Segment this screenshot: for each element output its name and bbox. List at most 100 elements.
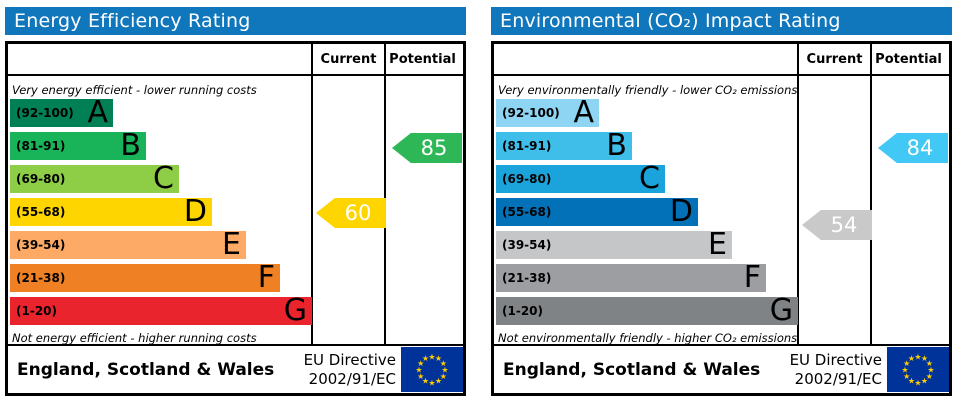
band-range-label: (81-91)	[16, 139, 66, 153]
potential-column	[872, 76, 945, 344]
environmental-impact-panel: Environmental (CO₂) Impact Rating Curren…	[491, 7, 952, 396]
band-chart-area: Very environmentally friendly - lower CO…	[494, 76, 799, 345]
svg-text:★: ★	[415, 365, 422, 374]
potential-column	[386, 76, 459, 344]
band-row-d: (55-68) D	[496, 194, 698, 229]
band-letter: E	[708, 227, 727, 262]
band-letter: E	[222, 227, 241, 262]
header-spacer-cell	[494, 44, 799, 74]
band-range-label: (69-80)	[502, 172, 552, 186]
band-row-c: (69-80) C	[10, 161, 179, 196]
band-range-label: (1-20)	[502, 304, 543, 318]
band-range-label: (39-54)	[502, 238, 552, 252]
band-row-b: (81-91) B	[10, 128, 146, 163]
band-row-f: (21-38) F	[10, 260, 280, 295]
band-range-label: (1-20)	[16, 304, 57, 318]
band-range-label: (92-100)	[502, 106, 560, 120]
band-range-label: (55-68)	[16, 205, 66, 219]
bottom-caption: Not environmentally friendly - higher CO…	[498, 331, 798, 345]
svg-text:★: ★	[927, 365, 934, 374]
band-letter: C	[153, 161, 174, 196]
table-header-row: Current Potential	[494, 44, 949, 76]
potential-column-header: Potential	[389, 51, 456, 67]
rating-scale-body: Very energy efficient - lower running co…	[8, 76, 463, 345]
svg-text:★: ★	[901, 365, 908, 374]
eu-directive-line1: EU Directive	[303, 350, 396, 369]
svg-text:★: ★	[422, 377, 429, 386]
band-range-label: (21-38)	[502, 271, 552, 285]
bottom-caption: Not energy efficient - higher running co…	[12, 331, 257, 345]
band-letter: C	[639, 161, 660, 196]
band-range-label: (92-100)	[16, 106, 74, 120]
svg-text:★: ★	[435, 354, 442, 363]
region-label: England, Scotland & Wales	[17, 359, 275, 380]
svg-text:★: ★	[908, 354, 915, 363]
eu-directive-line1: EU Directive	[789, 350, 882, 369]
svg-text:★: ★	[422, 354, 429, 363]
eu-flag-icon: ★ ★★ ★★★ ★★★ ★★★	[401, 347, 463, 392]
energy-efficiency-panel: Energy Efficiency Rating Current Potenti…	[5, 7, 466, 396]
svg-text:★: ★	[417, 359, 424, 368]
band-range-label: (21-38)	[16, 271, 66, 285]
eu-directive-line2: 2002/91/EC	[308, 369, 396, 388]
band-row-a: (92-100) A	[10, 95, 113, 130]
band-row-e: (39-54) E	[10, 227, 246, 262]
svg-text:★: ★	[903, 359, 910, 368]
eu-directive-label: EU Directive 2002/91/EC	[790, 351, 887, 389]
header-spacer-cell	[8, 44, 313, 74]
svg-text:★: ★	[914, 352, 921, 361]
svg-text:★: ★	[903, 372, 910, 381]
band-letter: D	[183, 194, 207, 229]
band-letter: B	[120, 128, 141, 163]
table-header-row: Current Potential	[8, 44, 463, 76]
band-row-f: (21-38) F	[496, 260, 766, 295]
band-range-label: (81-91)	[502, 139, 552, 153]
svg-text:★: ★	[440, 372, 447, 381]
band-row-d: (55-68) D	[10, 194, 212, 229]
band-row-g: (1-20) G	[496, 293, 798, 328]
energy-rating-table: Current Potential Very energy efficient …	[5, 41, 466, 396]
table-footer: England, Scotland & Wales EU Directive 2…	[8, 344, 463, 393]
svg-text:★: ★	[428, 352, 435, 361]
panel-title: Environmental (CO₂) Impact Rating	[491, 7, 952, 35]
svg-text:★: ★	[921, 377, 928, 386]
band-letter: B	[606, 128, 627, 163]
svg-text:★: ★	[908, 377, 915, 386]
environmental-rating-table: Current Potential Very environmentally f…	[491, 41, 952, 396]
panel-title: Energy Efficiency Rating	[5, 7, 466, 35]
band-letter: G	[283, 293, 307, 328]
band-row-c: (69-80) C	[496, 161, 665, 196]
band-row-e: (39-54) E	[496, 227, 732, 262]
eu-flag-icon: ★ ★★ ★★★ ★★★ ★★★	[887, 347, 949, 392]
svg-text:★: ★	[926, 359, 933, 368]
band-letter: D	[669, 194, 693, 229]
band-letter: G	[769, 293, 793, 328]
rating-scale-body: Very environmentally friendly - lower CO…	[494, 76, 949, 345]
top-caption: Very environmentally friendly - lower CO…	[498, 83, 798, 97]
top-caption: Very energy efficient - lower running co…	[12, 83, 257, 97]
svg-text:★: ★	[440, 359, 447, 368]
band-range-label: (69-80)	[16, 172, 66, 186]
band-row-b: (81-91) B	[496, 128, 632, 163]
svg-text:★: ★	[926, 372, 933, 381]
band-letter: F	[743, 260, 761, 295]
region-label: England, Scotland & Wales	[503, 359, 761, 380]
svg-text:★: ★	[428, 378, 435, 387]
svg-text:★: ★	[417, 372, 424, 381]
band-letter: A	[573, 95, 594, 130]
svg-text:★: ★	[435, 377, 442, 386]
svg-text:★: ★	[441, 365, 448, 374]
eu-directive-label: EU Directive 2002/91/EC	[304, 351, 401, 389]
potential-column-header: Potential	[875, 51, 942, 67]
band-row-g: (1-20) G	[10, 293, 312, 328]
eu-directive-line2: 2002/91/EC	[794, 369, 882, 388]
band-range-label: (39-54)	[16, 238, 66, 252]
table-footer: England, Scotland & Wales EU Directive 2…	[494, 344, 949, 393]
svg-text:★: ★	[921, 354, 928, 363]
band-letter: F	[257, 260, 275, 295]
band-range-label: (55-68)	[502, 205, 552, 219]
band-row-a: (92-100) A	[496, 95, 599, 130]
current-column-header: Current	[313, 44, 386, 74]
band-letter: A	[87, 95, 108, 130]
